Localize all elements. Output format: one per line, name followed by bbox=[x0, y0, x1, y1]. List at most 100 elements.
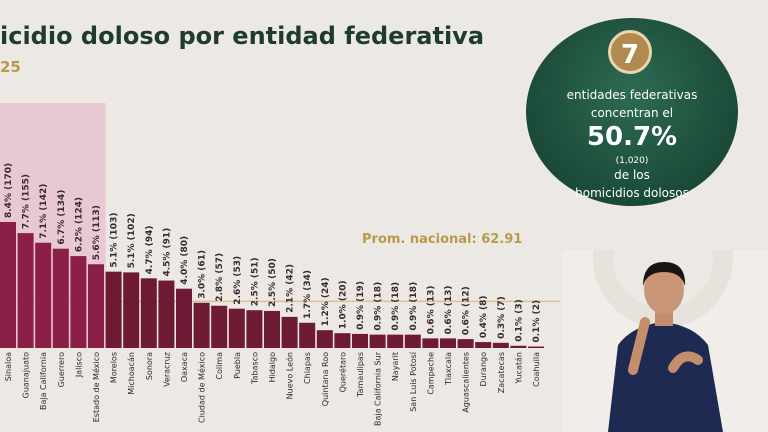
bar-28 bbox=[492, 342, 509, 348]
category-label-19: Querétaro bbox=[337, 352, 347, 392]
category-label-10: Oaxaca bbox=[180, 352, 189, 382]
category-label-24: Campeche bbox=[426, 352, 435, 395]
category-label-1: Guanajuato bbox=[22, 352, 31, 398]
bar-12 bbox=[211, 305, 228, 348]
bar-29 bbox=[510, 345, 527, 348]
bar-6 bbox=[105, 271, 122, 348]
category-label-28: Zacatecas bbox=[497, 352, 506, 393]
summary-count-detail: (1,020) bbox=[615, 156, 649, 166]
bar-22 bbox=[387, 334, 404, 348]
summary-line-4: homicidios dolosos bbox=[575, 186, 689, 200]
bar-30 bbox=[528, 346, 544, 348]
data-label-12: 2.8% (57) bbox=[215, 253, 225, 302]
category-label-11: Ciudad de México bbox=[197, 352, 207, 423]
bar-16 bbox=[281, 316, 298, 348]
bar-0 bbox=[0, 222, 16, 348]
average-label: Prom. nacional: 62.91 bbox=[362, 232, 523, 247]
data-label-5: 5.6% (113) bbox=[92, 205, 102, 260]
bar-4 bbox=[70, 256, 87, 348]
page-subtitle: 25 bbox=[0, 58, 21, 76]
data-label-16: 2.1% (42) bbox=[286, 264, 296, 313]
category-label-15: Hidalgo bbox=[268, 352, 277, 383]
category-label-5: Estado de México bbox=[91, 352, 101, 422]
bar-3 bbox=[52, 248, 69, 348]
bar-24 bbox=[422, 338, 439, 348]
summary-line-2: concentran el bbox=[590, 106, 674, 120]
category-label-17: Chiapas bbox=[303, 352, 312, 384]
bar-5 bbox=[88, 264, 104, 348]
bar-15 bbox=[264, 310, 280, 348]
data-label-10: 4.0% (80) bbox=[180, 236, 190, 285]
bar-13 bbox=[228, 308, 245, 348]
bar-18 bbox=[316, 330, 333, 348]
data-label-22: 0.9% (18) bbox=[391, 282, 401, 331]
data-label-4: 6.2% (124) bbox=[74, 197, 84, 252]
bar-14 bbox=[246, 310, 263, 348]
category-label-16: Nuevo León bbox=[285, 352, 295, 399]
data-label-29: 0.1% (3) bbox=[514, 299, 524, 342]
data-label-6: 5.1% (103) bbox=[110, 213, 120, 268]
data-label-21: 0.9% (18) bbox=[374, 282, 384, 331]
category-label-20: Tamaulipas bbox=[356, 352, 365, 398]
category-label-30: Coahuila bbox=[532, 352, 541, 387]
data-label-1: 7.7% (155) bbox=[22, 174, 32, 229]
category-label-9: Veracruz bbox=[162, 352, 171, 387]
category-label-27: Durango bbox=[479, 352, 488, 387]
data-label-11: 3.0% (61) bbox=[198, 250, 208, 299]
category-label-4: Jalisco bbox=[74, 352, 83, 378]
summary-line-1: entidades federativas bbox=[566, 88, 698, 102]
bar-20 bbox=[352, 333, 368, 348]
bar-27 bbox=[475, 342, 492, 348]
data-label-2: 7.1% (142) bbox=[39, 184, 49, 239]
data-label-0: 8.4% (170) bbox=[4, 163, 14, 218]
bar-7 bbox=[123, 272, 140, 348]
data-label-7: 5.1% (102) bbox=[127, 213, 137, 268]
data-label-9: 4.5% (91) bbox=[162, 228, 172, 277]
count-badge: 7 bbox=[608, 30, 652, 74]
data-label-19: 1.0% (20) bbox=[338, 280, 348, 329]
bar-17 bbox=[299, 322, 316, 348]
category-label-3: Guerrero bbox=[57, 352, 66, 387]
bar-19 bbox=[334, 333, 351, 348]
category-label-7: Michoacán bbox=[127, 352, 136, 395]
bar-23 bbox=[404, 334, 421, 348]
interpreter-figure-icon bbox=[593, 250, 733, 432]
category-label-6: Morelos bbox=[110, 352, 119, 383]
category-label-18: Quintana Roo bbox=[321, 352, 330, 406]
bar-chart: 8.4% (170) Sinaloa 7.7% (155) Guanajuato 7.1… bbox=[0, 103, 560, 426]
bar-21 bbox=[369, 334, 386, 348]
category-label-22: Nayarit bbox=[391, 352, 400, 381]
bar-2 bbox=[35, 242, 52, 348]
page-title: icidio doloso por entidad federativa bbox=[0, 22, 485, 50]
data-label-30: 0.1% (2) bbox=[532, 300, 542, 343]
data-label-8: 4.7% (94) bbox=[145, 225, 155, 274]
bar-9 bbox=[158, 280, 175, 348]
category-label-26: Aguascalientes bbox=[462, 352, 471, 413]
data-label-17: 1.7% (34) bbox=[303, 270, 313, 319]
data-label-18: 1.2% (24) bbox=[321, 277, 331, 326]
bar-26 bbox=[457, 339, 474, 348]
category-label-8: Sonora bbox=[145, 352, 154, 380]
category-label-23: San Luis Potosí bbox=[409, 351, 418, 412]
data-label-23: 0.9% (18) bbox=[409, 282, 419, 331]
category-label-13: Puebla bbox=[233, 352, 242, 379]
data-label-14: 2.5% (51) bbox=[250, 257, 260, 306]
bar-25 bbox=[440, 338, 456, 348]
category-label-29: Yucatán bbox=[514, 352, 523, 384]
summary-circle: 7 entidades federativas concentran el 50… bbox=[526, 18, 738, 206]
data-label-28: 0.3% (7) bbox=[497, 296, 507, 339]
category-label-0: Sinaloa bbox=[4, 352, 13, 381]
summary-line-3: de los bbox=[614, 168, 650, 182]
bar-8 bbox=[140, 278, 157, 348]
data-label-24: 0.6% (13) bbox=[426, 286, 436, 335]
data-label-25: 0.6% (13) bbox=[444, 286, 454, 335]
data-label-26: 0.6% (12) bbox=[462, 286, 472, 335]
data-label-27: 0.4% (8) bbox=[479, 295, 489, 338]
category-label-14: Tabasco bbox=[250, 352, 259, 385]
data-label-3: 6.7% (134) bbox=[57, 190, 67, 245]
sign-language-interpreter bbox=[563, 250, 768, 432]
category-label-2: Baja California bbox=[39, 352, 48, 410]
category-label-21: Baja California Sur bbox=[374, 351, 383, 426]
bar-10 bbox=[176, 288, 192, 348]
category-label-12: Colima bbox=[215, 352, 224, 380]
